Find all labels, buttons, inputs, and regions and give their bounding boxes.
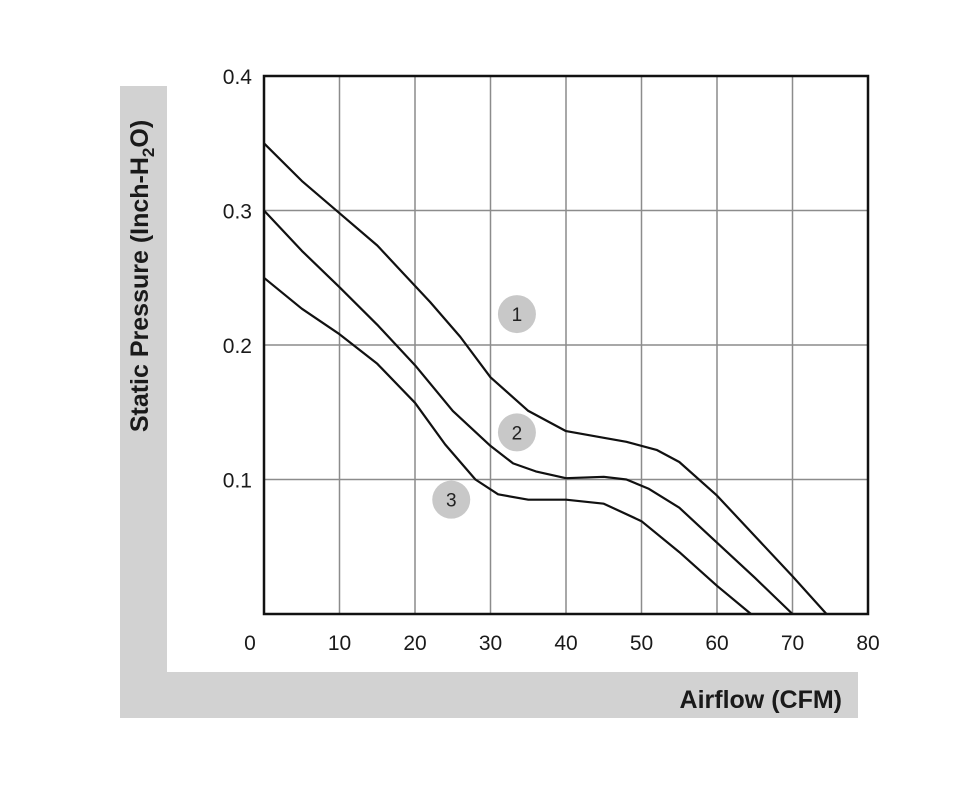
curve-2 <box>263 209 794 615</box>
curve-marker-3 <box>432 480 471 519</box>
ylabel-band <box>120 86 167 718</box>
curve-marker-label: 2 <box>512 423 523 444</box>
x-tick-labels: 0 10 20 30 40 50 60 70 80 <box>244 632 880 655</box>
x-axis-title: Airflow (CFM) <box>680 686 842 714</box>
curve-3 <box>263 276 752 615</box>
x-tick-label: 50 <box>630 632 653 655</box>
y-tick-labels: 0.1 0.2 0.3 0.4 <box>223 66 253 493</box>
y-axis-title-end: O) <box>126 120 154 148</box>
x-tick-label: 20 <box>403 632 426 655</box>
curves <box>263 142 828 615</box>
x-tick-label: 80 <box>856 632 879 655</box>
y-tick-label: 0.1 <box>223 470 252 493</box>
x-tick-label: 70 <box>781 632 804 655</box>
x-tick-label: 60 <box>705 632 728 655</box>
y-tick-label: 0.4 <box>223 66 253 89</box>
y-tick-label: 0.3 <box>223 201 252 224</box>
y-axis-title: Static Pressure (Inch-H2O) <box>126 120 158 432</box>
curve-marker-label: 1 <box>512 305 523 326</box>
x-tick-label: 40 <box>554 632 577 655</box>
plot-frame <box>262 74 870 616</box>
curve-markers: 1 2 3 <box>432 295 536 519</box>
xlabel-band <box>120 672 858 718</box>
x-tick-label: 30 <box>479 632 502 655</box>
curve-1 <box>263 142 828 615</box>
x-tick-label: 10 <box>328 632 351 655</box>
curve-marker-2 <box>497 413 536 452</box>
x-tick-label: 0 <box>244 632 256 655</box>
y-axis-title-main: Static Pressure (Inch-H <box>126 157 154 432</box>
y-tick-label: 0.2 <box>223 335 252 358</box>
curve-marker-label: 3 <box>446 491 457 512</box>
curve-marker-1 <box>497 295 536 334</box>
y-axis-title-subscript: 2 <box>139 148 158 157</box>
grid <box>264 76 868 614</box>
